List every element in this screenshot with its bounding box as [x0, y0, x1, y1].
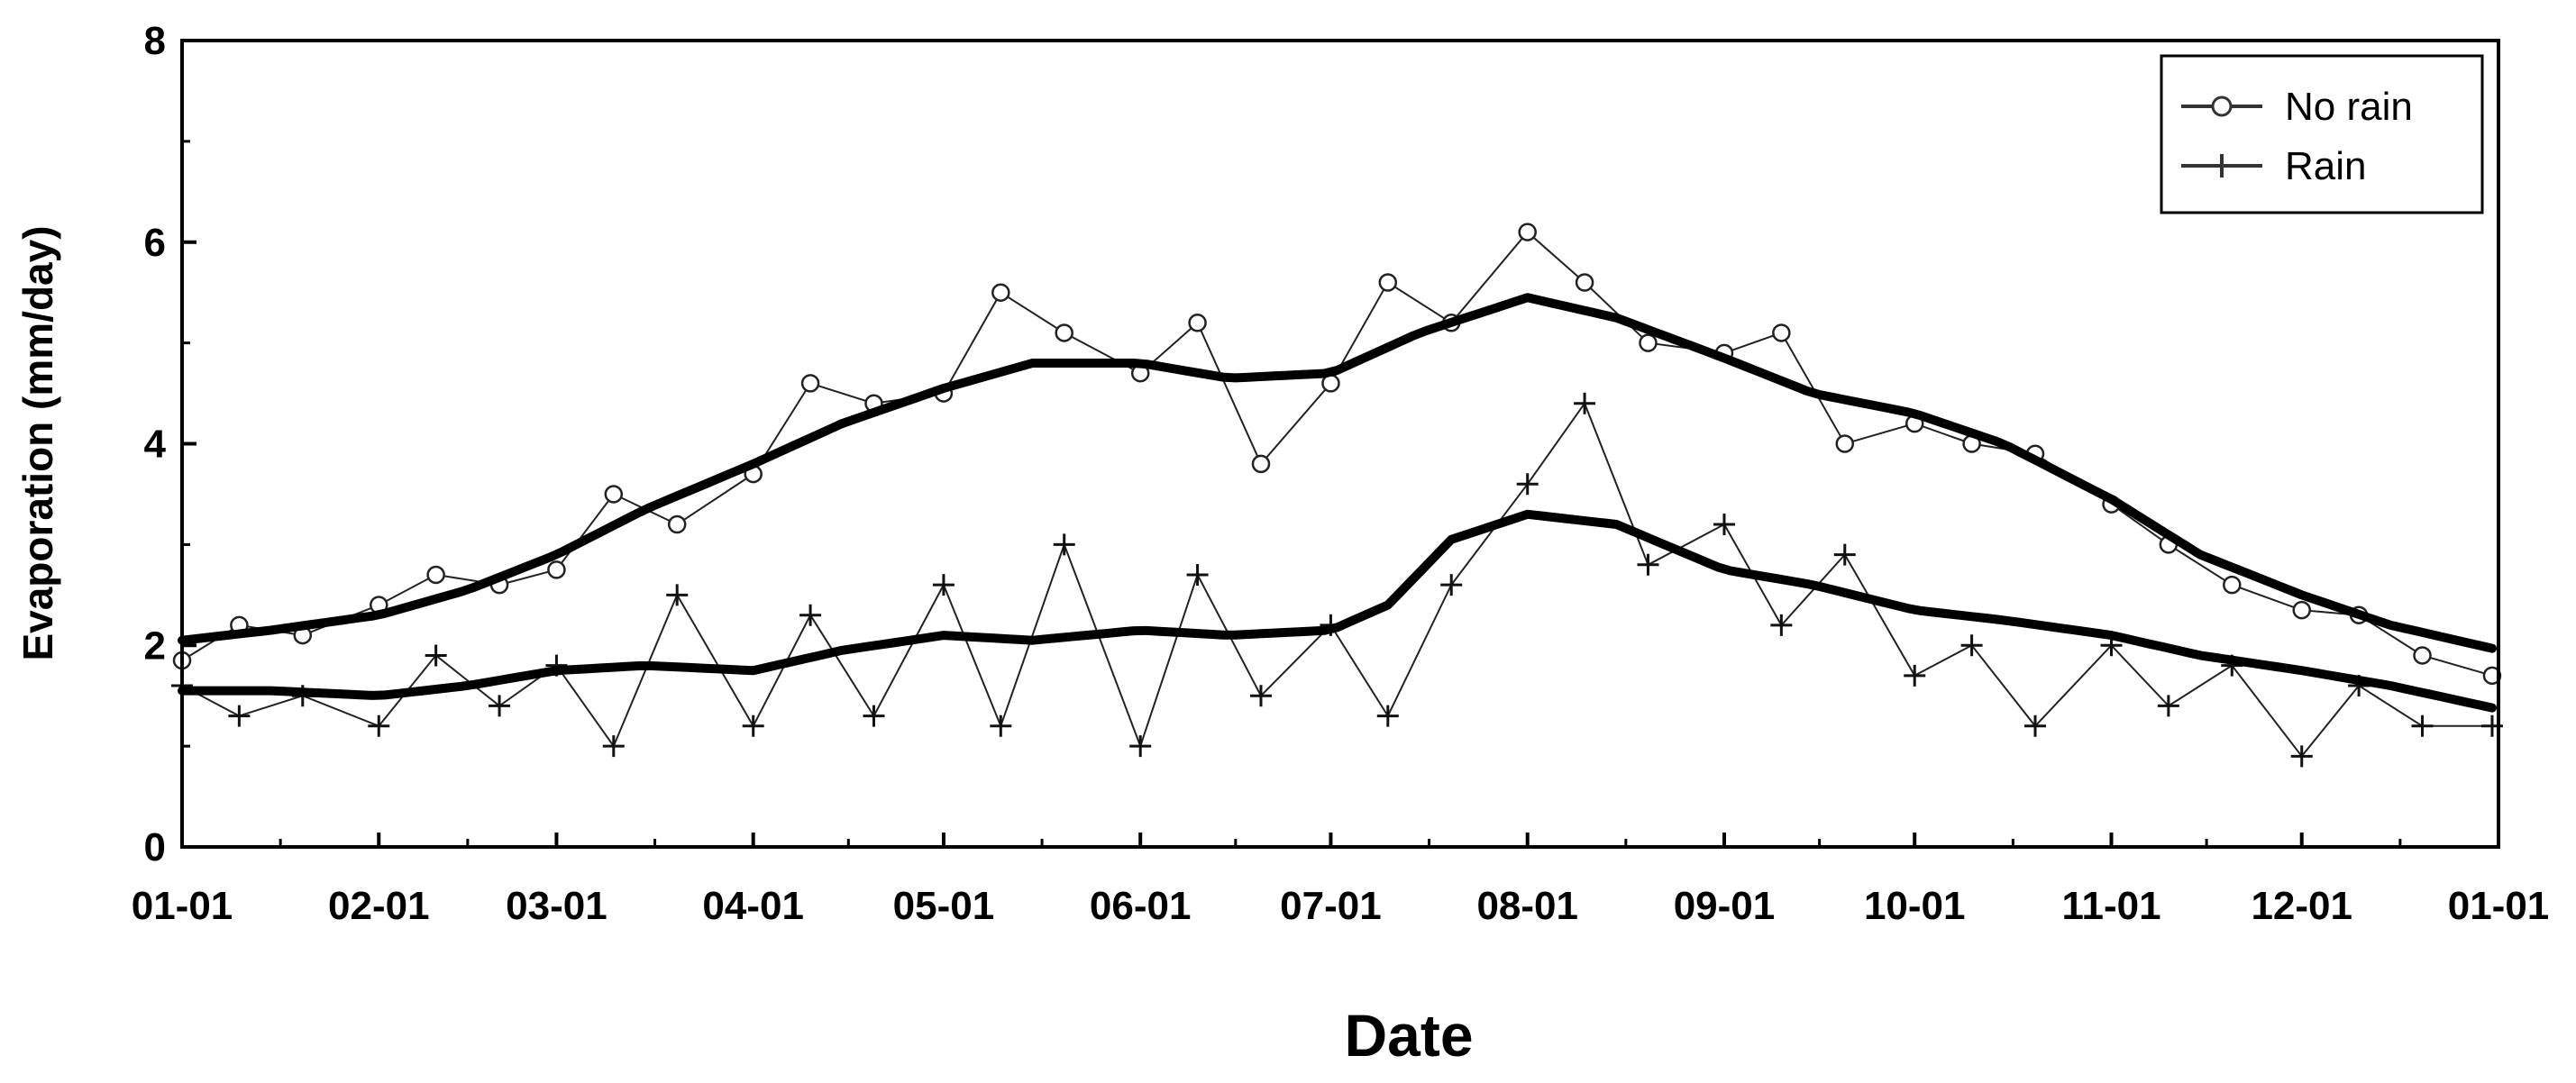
plot-frame	[180, 39, 2500, 849]
data-point-no-rain	[1518, 223, 1537, 241]
data-point-rain	[2157, 695, 2179, 717]
legend-marker-circle	[2211, 96, 2233, 117]
data-point-rain	[990, 714, 1012, 737]
data-point-rain	[799, 604, 822, 626]
legend-box	[2160, 54, 2484, 214]
y-axis-title: Evaporation (mm/day)	[14, 225, 61, 660]
series-layer	[171, 223, 2503, 768]
series-no-rain	[172, 223, 2502, 686]
x-tick-label: 07-01	[1280, 884, 1382, 928]
data-point-rain	[1833, 543, 1856, 566]
y-tick-label: 2	[144, 623, 166, 668]
series-rain	[171, 392, 2503, 768]
daily-line-rain	[181, 401, 2492, 758]
data-point-rain	[1129, 735, 1152, 758]
data-point-rain	[1053, 533, 1075, 556]
data-point-no-rain	[1055, 323, 1073, 342]
legend-label-no-rain: No rain	[2285, 85, 2413, 129]
data-point-no-rain	[1251, 454, 1271, 474]
x-tick-label: 08-01	[1476, 884, 1578, 928]
data-point-no-rain	[2223, 575, 2242, 595]
legend-label-rain: Rain	[2285, 144, 2367, 188]
data-point-rain	[932, 574, 955, 596]
data-point-no-rain	[991, 283, 1010, 302]
x-tick-label: 05-01	[893, 884, 995, 928]
x-tick-label: 02-01	[328, 884, 430, 928]
data-point-no-rain	[2292, 600, 2311, 620]
data-point-rain	[1440, 574, 1463, 596]
trend-line-no-rain	[178, 293, 2497, 653]
data-point-no-rain	[1639, 333, 1658, 352]
data-point-no-rain	[1835, 434, 1855, 453]
data-point-rain	[489, 695, 511, 717]
trend-line-rain	[178, 509, 2497, 713]
data-point-rain	[2411, 714, 2434, 737]
data-point-rain	[1904, 664, 1926, 687]
x-tick-label: 01-01	[132, 884, 233, 928]
data-point-no-rain	[1188, 314, 1207, 332]
data-point-rain	[1960, 634, 1983, 657]
legend: No rain Rain	[2160, 54, 2484, 214]
data-point-rain	[666, 584, 689, 606]
data-point-no-rain	[667, 514, 687, 534]
data-point-rain	[742, 714, 764, 737]
data-point-rain	[602, 735, 625, 758]
axis-layer: 0 2 4 6 8 01-01 02-01 03-01 04-01 05-01 06-01 07-01…	[132, 19, 2550, 928]
x-tick-label: 04-01	[702, 884, 804, 928]
x-tick-label: 11-01	[2061, 884, 2160, 928]
data-point-rain	[368, 714, 390, 737]
data-point-no-rain	[1772, 323, 1791, 342]
x-tick-label: 12-01	[2251, 884, 2352, 928]
data-point-no-rain	[604, 485, 624, 504]
x-tick-label: 10-01	[1864, 884, 1966, 928]
daily-line-no-rain	[181, 231, 2493, 677]
y-tick-label: 6	[144, 221, 166, 265]
data-point-rain	[863, 705, 885, 727]
data-point-rain	[1770, 614, 1793, 636]
data-point-rain	[1249, 685, 1272, 707]
data-point-rain	[2024, 714, 2046, 737]
data-point-no-rain	[547, 560, 566, 579]
data-point-rain	[1637, 553, 1659, 576]
data-point-no-rain	[800, 374, 820, 393]
data-point-no-rain	[2413, 646, 2432, 665]
data-point-no-rain	[1378, 273, 1398, 292]
data-point-rain	[228, 705, 251, 727]
x-tick-label: 01-01	[2448, 884, 2550, 928]
data-point-rain	[1713, 514, 1735, 535]
x-tick-label: 09-01	[1674, 884, 1776, 928]
y-tick-label: 0	[144, 825, 166, 869]
data-point-no-rain	[426, 565, 445, 585]
legend-marker-plus	[2210, 154, 2233, 177]
x-tick-label: 06-01	[1090, 884, 1192, 928]
y-tick-label: 8	[144, 19, 166, 63]
data-point-no-rain	[1575, 273, 1594, 292]
data-point-rain	[1516, 473, 1539, 496]
data-point-rain	[1376, 705, 1399, 727]
data-point-rain	[425, 644, 447, 667]
data-point-rain	[1574, 392, 1596, 414]
y-tick-label: 4	[144, 423, 167, 467]
x-tick-label: 03-01	[506, 884, 607, 928]
data-point-rain	[1186, 563, 1209, 586]
x-axis-title: Date	[1344, 1002, 1473, 1069]
data-point-rain	[2290, 745, 2313, 768]
